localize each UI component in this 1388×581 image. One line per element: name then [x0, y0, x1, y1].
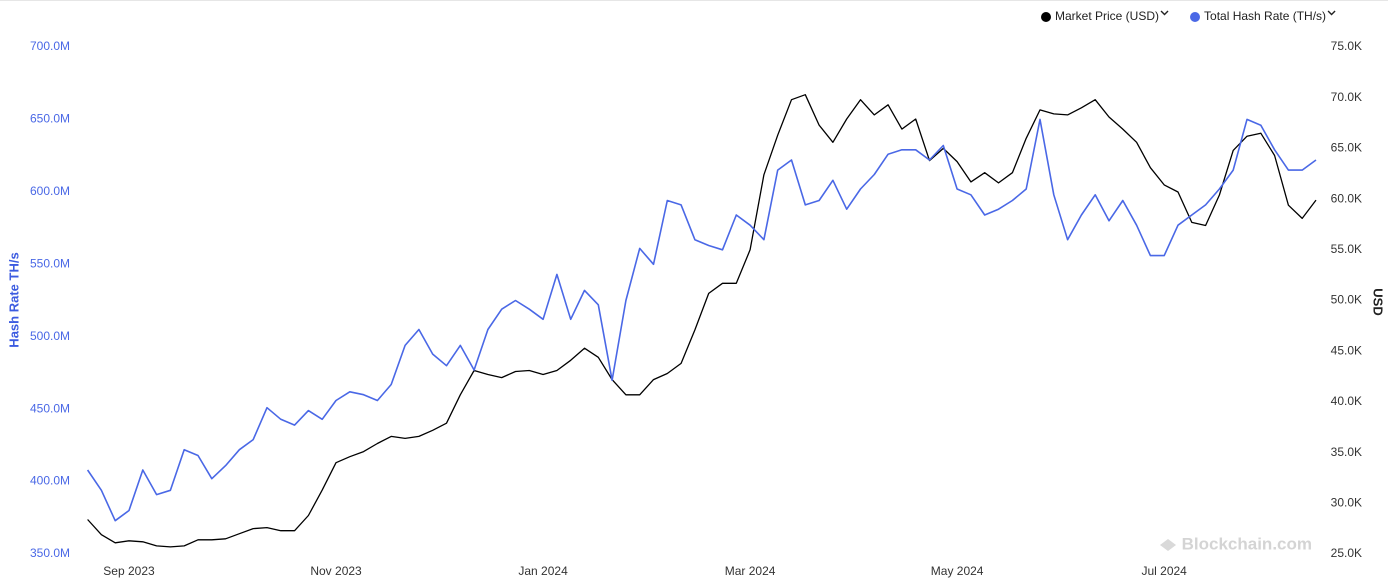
y-tick-label: 650.0M: [30, 112, 70, 126]
y-tick-label: 350.0M: [30, 546, 70, 560]
legend-chevron: [1160, 10, 1169, 16]
y2-tick-label: 45.0K: [1331, 343, 1362, 357]
y2-tick-label: 50.0K: [1331, 293, 1362, 307]
y-tick-label: 600.0M: [30, 184, 70, 198]
series-line: [86, 118, 1317, 522]
watermark-logo: [1160, 539, 1176, 551]
y2-tick-label: 60.0K: [1331, 191, 1362, 205]
legend-chevron: [1327, 10, 1336, 16]
y-tick-label: 550.0M: [30, 256, 70, 270]
legend-marker: [1190, 12, 1201, 22]
y2-tick-label: 75.0K: [1331, 39, 1362, 53]
y2-tick-label: 70.0K: [1331, 90, 1362, 104]
y-tick-label: 500.0M: [30, 329, 70, 343]
legend-label: Total Hash Rate (TH/s): [1204, 9, 1326, 23]
y2-tick-label: 35.0K: [1331, 445, 1362, 459]
x-tick-label: Jan 2024: [518, 564, 568, 578]
y2-tick-label: 30.0K: [1331, 495, 1362, 509]
y2-tick-label: 65.0K: [1331, 141, 1362, 155]
x-tick-label: May 2024: [931, 564, 984, 578]
y-tick-label: 450.0M: [30, 401, 70, 415]
watermark: Blockchain.com: [1182, 534, 1312, 553]
y-tick-label: 400.0M: [30, 474, 70, 488]
x-tick-label: Nov 2023: [310, 564, 362, 578]
x-tick-label: Mar 2024: [725, 564, 776, 578]
y2-axis-title: USD: [1371, 288, 1386, 315]
series-line: [87, 94, 1317, 548]
legend-label: Market Price (USD): [1055, 9, 1159, 23]
x-tick-label: Sep 2023: [103, 564, 155, 578]
y2-tick-label: 55.0K: [1331, 242, 1362, 256]
y2-tick-label: 25.0K: [1331, 546, 1362, 560]
y2-tick-label: 40.0K: [1331, 394, 1362, 408]
legend-marker: [1041, 12, 1051, 22]
x-tick-label: Jul 2024: [1141, 564, 1187, 578]
y-tick-label: 700.0M: [30, 39, 70, 53]
y-axis-title: Hash Rate TH/s: [6, 252, 21, 347]
